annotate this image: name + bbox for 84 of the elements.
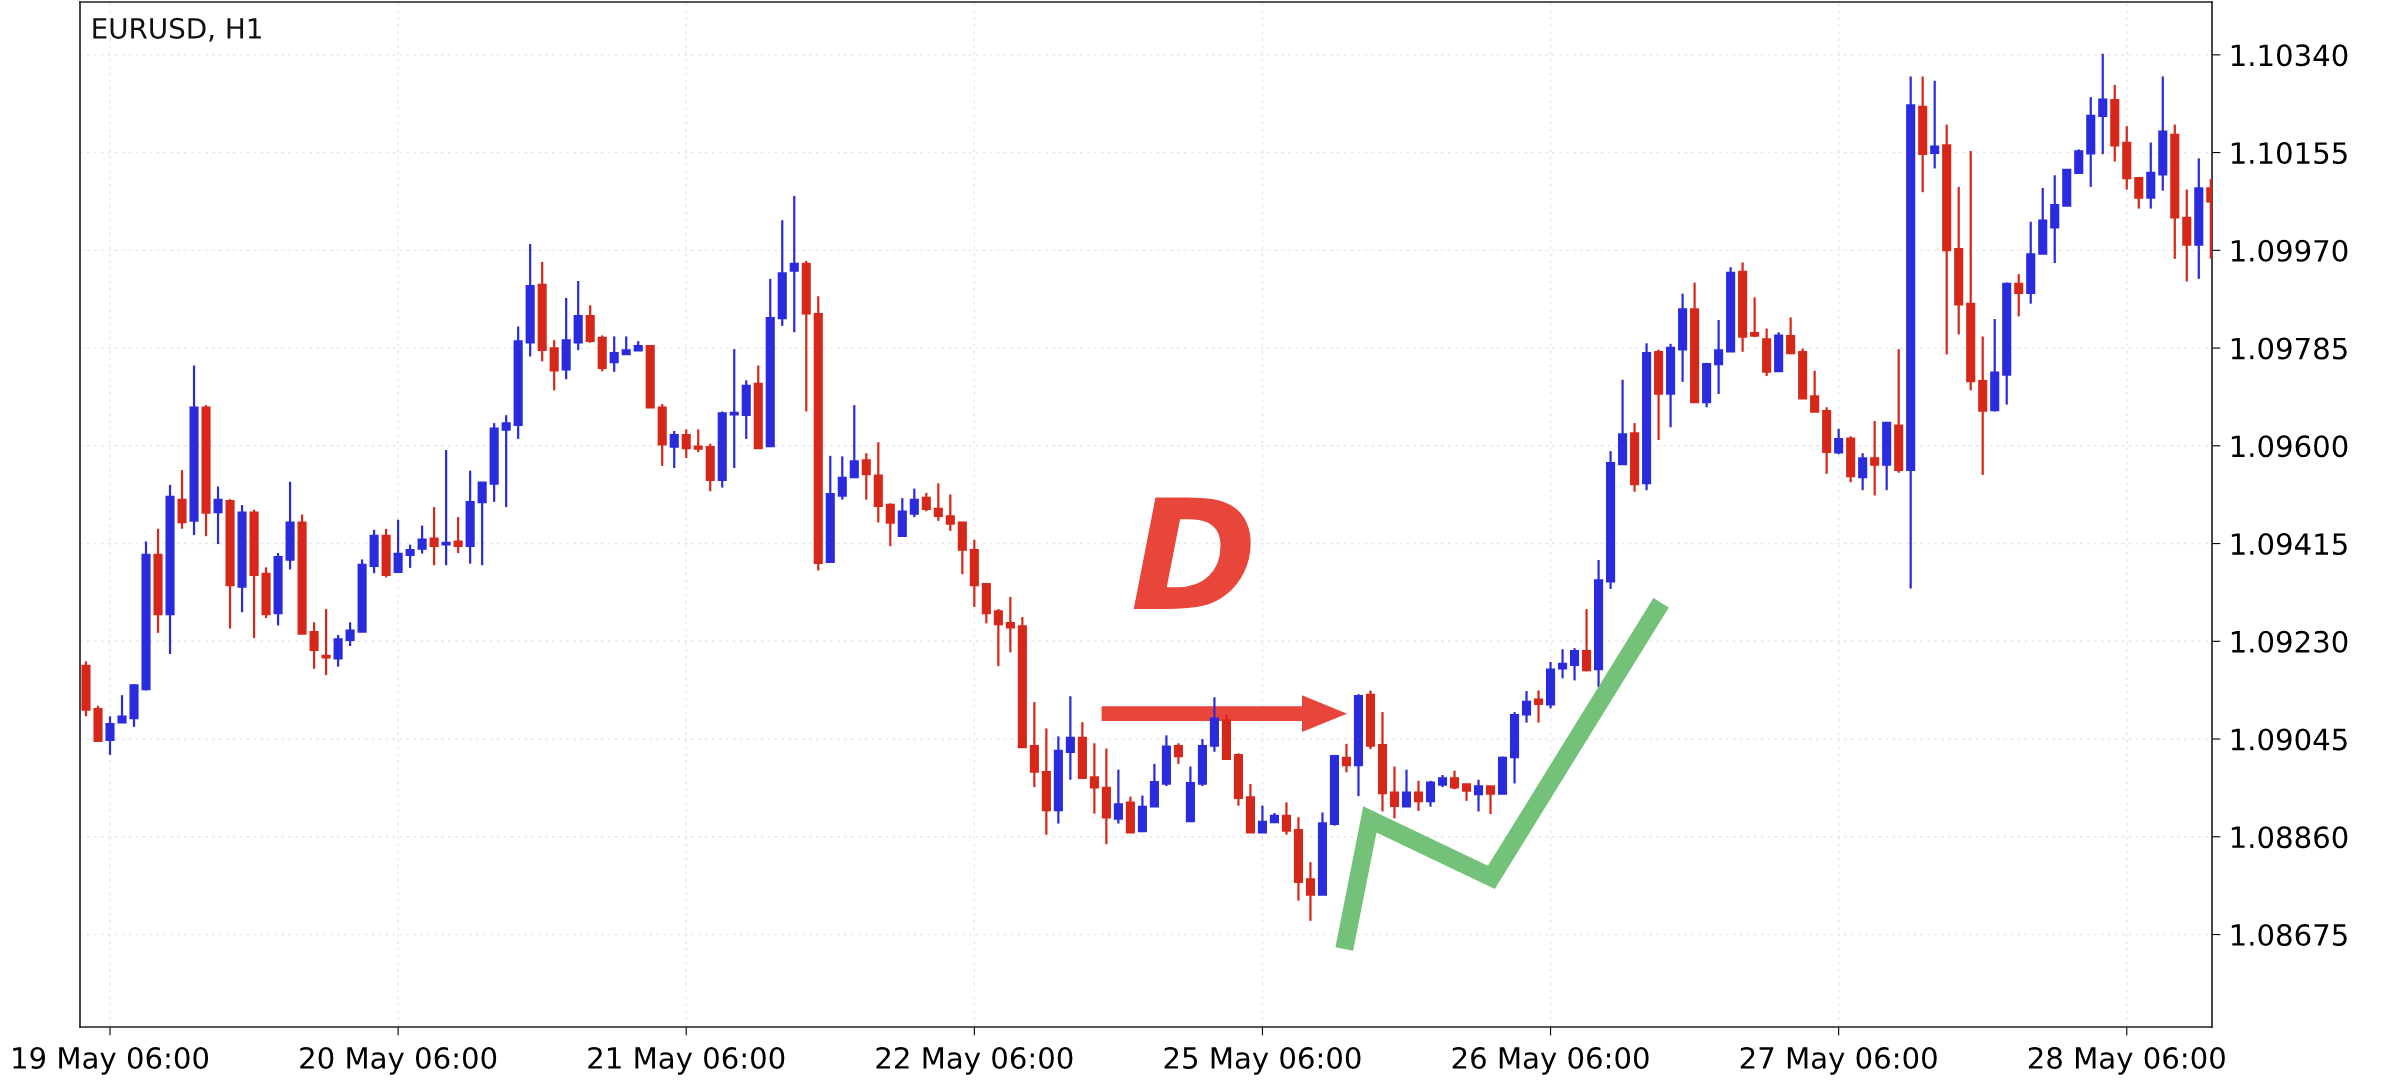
candlestick (1005, 595, 1015, 654)
candlestick (1858, 452, 1868, 492)
candlestick (609, 335, 619, 373)
text: EURUSD, H1 (93, 17, 261, 42)
y-tick-label: 1.09970 (2231, 239, 2348, 262)
candlestick (1570, 647, 1580, 682)
candlestick (549, 339, 559, 392)
candlestick (885, 502, 895, 548)
candlestick (1557, 648, 1568, 680)
candlestick (1281, 801, 1292, 836)
candlestick (789, 194, 799, 334)
y-tick-label: 1.08675 (2231, 923, 2347, 947)
candlestick (861, 452, 871, 501)
candlestick (477, 481, 487, 567)
y-tick-label: 1.09045 (2231, 728, 2347, 751)
candlestick (2098, 52, 2108, 156)
candlestick (909, 487, 919, 519)
candlestick (1834, 427, 1844, 456)
candlestick (213, 485, 223, 546)
candlestick (1582, 607, 1592, 673)
candlestick (309, 621, 319, 670)
candlestick (1521, 689, 1532, 724)
candlestick (417, 524, 427, 555)
x-tick-label: 25 May 06:00 (1164, 1046, 1361, 1075)
candlestick (345, 621, 355, 648)
x-tick-label: 26 May 06:00 (1452, 1046, 1649, 1075)
y-tick-label: 1.09415 (2231, 532, 2347, 556)
x-tick-label: 21 May 06:00 (588, 1046, 785, 1075)
candlestick (1257, 804, 1268, 834)
candlestick (2074, 148, 2084, 175)
candlestick (333, 633, 343, 668)
candlestick (1870, 419, 1880, 497)
candlestick (1113, 768, 1123, 825)
candlestick (501, 414, 511, 509)
candlestick (321, 607, 331, 677)
x-tick-label: 27 May 06:00 (1740, 1046, 1937, 1075)
candlestick (1810, 369, 1820, 414)
candlestick (1449, 769, 1460, 791)
x-tick-label: 20 May 06:00 (300, 1046, 497, 1075)
candlestick (2134, 175, 2144, 210)
candlestick (177, 469, 187, 530)
candlestick (429, 505, 439, 567)
candlestick (453, 516, 463, 555)
x-tick-label: 19 May 06:00 (13, 1046, 209, 1075)
candlestick (1485, 784, 1496, 816)
candlestick (1786, 316, 1796, 355)
candlestick (837, 455, 847, 501)
candlestick (1065, 695, 1075, 781)
y-tick-label: 1.10340 (2231, 44, 2348, 67)
candlestick (393, 518, 403, 574)
candlestick (1425, 779, 1436, 808)
y-tick-label: 1.09785 (2231, 337, 2347, 360)
y-tick-label: 1.08860 (2231, 826, 2348, 849)
y-tick-label: 1.09230 (2231, 630, 2348, 653)
candlestick (921, 491, 931, 513)
candlestick (933, 482, 943, 522)
candlestick (405, 543, 415, 569)
candlestick (1401, 768, 1412, 808)
candlestick (2050, 174, 2060, 265)
candlestick (1930, 79, 1940, 170)
candlestick (1173, 742, 1183, 765)
candlestick (1473, 778, 1484, 813)
candlestick (1089, 742, 1099, 815)
candlestick (669, 429, 679, 470)
candlestick (1305, 861, 1316, 922)
candlestick (1389, 765, 1400, 820)
candlestick (1533, 689, 1544, 724)
candlestick (1750, 296, 1760, 339)
annotation: D (1133, 497, 1251, 609)
candlestick (849, 404, 859, 479)
y-tick-label: 1.10155 (2231, 142, 2347, 165)
x-tick-label: 22 May 06:00 (876, 1046, 1073, 1075)
candlestick (945, 493, 955, 532)
candlestick (681, 428, 691, 460)
candlestick (1413, 779, 1424, 813)
candlestick (1341, 742, 1352, 774)
candlestick (693, 428, 703, 454)
candlestick (2014, 272, 2024, 318)
candlestick (117, 694, 127, 724)
candlestick (105, 715, 115, 757)
y-tick-label: 1.09600 (2231, 435, 2348, 458)
candlestick (1714, 318, 1724, 396)
x-tick-label: 28 May 06:00 (2028, 1046, 2225, 1075)
candlestick (993, 607, 1003, 668)
